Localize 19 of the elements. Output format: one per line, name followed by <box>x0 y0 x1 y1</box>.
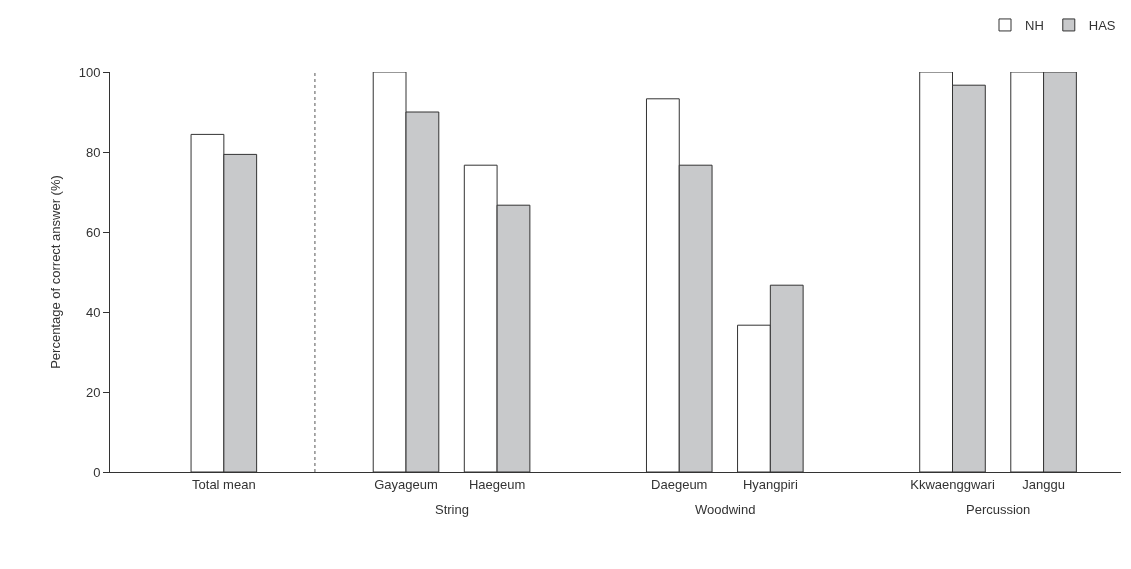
x-tick-label: Haegeum <box>468 476 526 492</box>
x-tick-label: Hyangpiri <box>742 476 798 492</box>
y-tick-label: 80 <box>85 144 101 160</box>
x-tick-label: Daegeum <box>651 476 708 492</box>
y-tick-label: 60 <box>85 224 101 240</box>
legend-label: HAS <box>1088 18 1116 34</box>
y-axis-title: Percentage of correct answer (%) <box>47 175 63 369</box>
legend-label: NH <box>1025 18 1044 34</box>
text: String <box>435 502 469 517</box>
y-tick-label: 0 <box>93 464 101 480</box>
y-tick-label: 20 <box>85 384 101 400</box>
x-tick-label: Gayageum <box>374 476 438 492</box>
y-tick-label: 40 <box>85 304 101 320</box>
x-tick-label: Total mean <box>192 476 256 492</box>
text: Woodwind <box>695 502 756 517</box>
x-tick-label: Janggu <box>1022 476 1065 492</box>
y-tick-label: 100 <box>78 64 101 80</box>
text: Percussion <box>966 502 1031 517</box>
x-tick-label: Kkwaenggwari <box>910 476 995 492</box>
